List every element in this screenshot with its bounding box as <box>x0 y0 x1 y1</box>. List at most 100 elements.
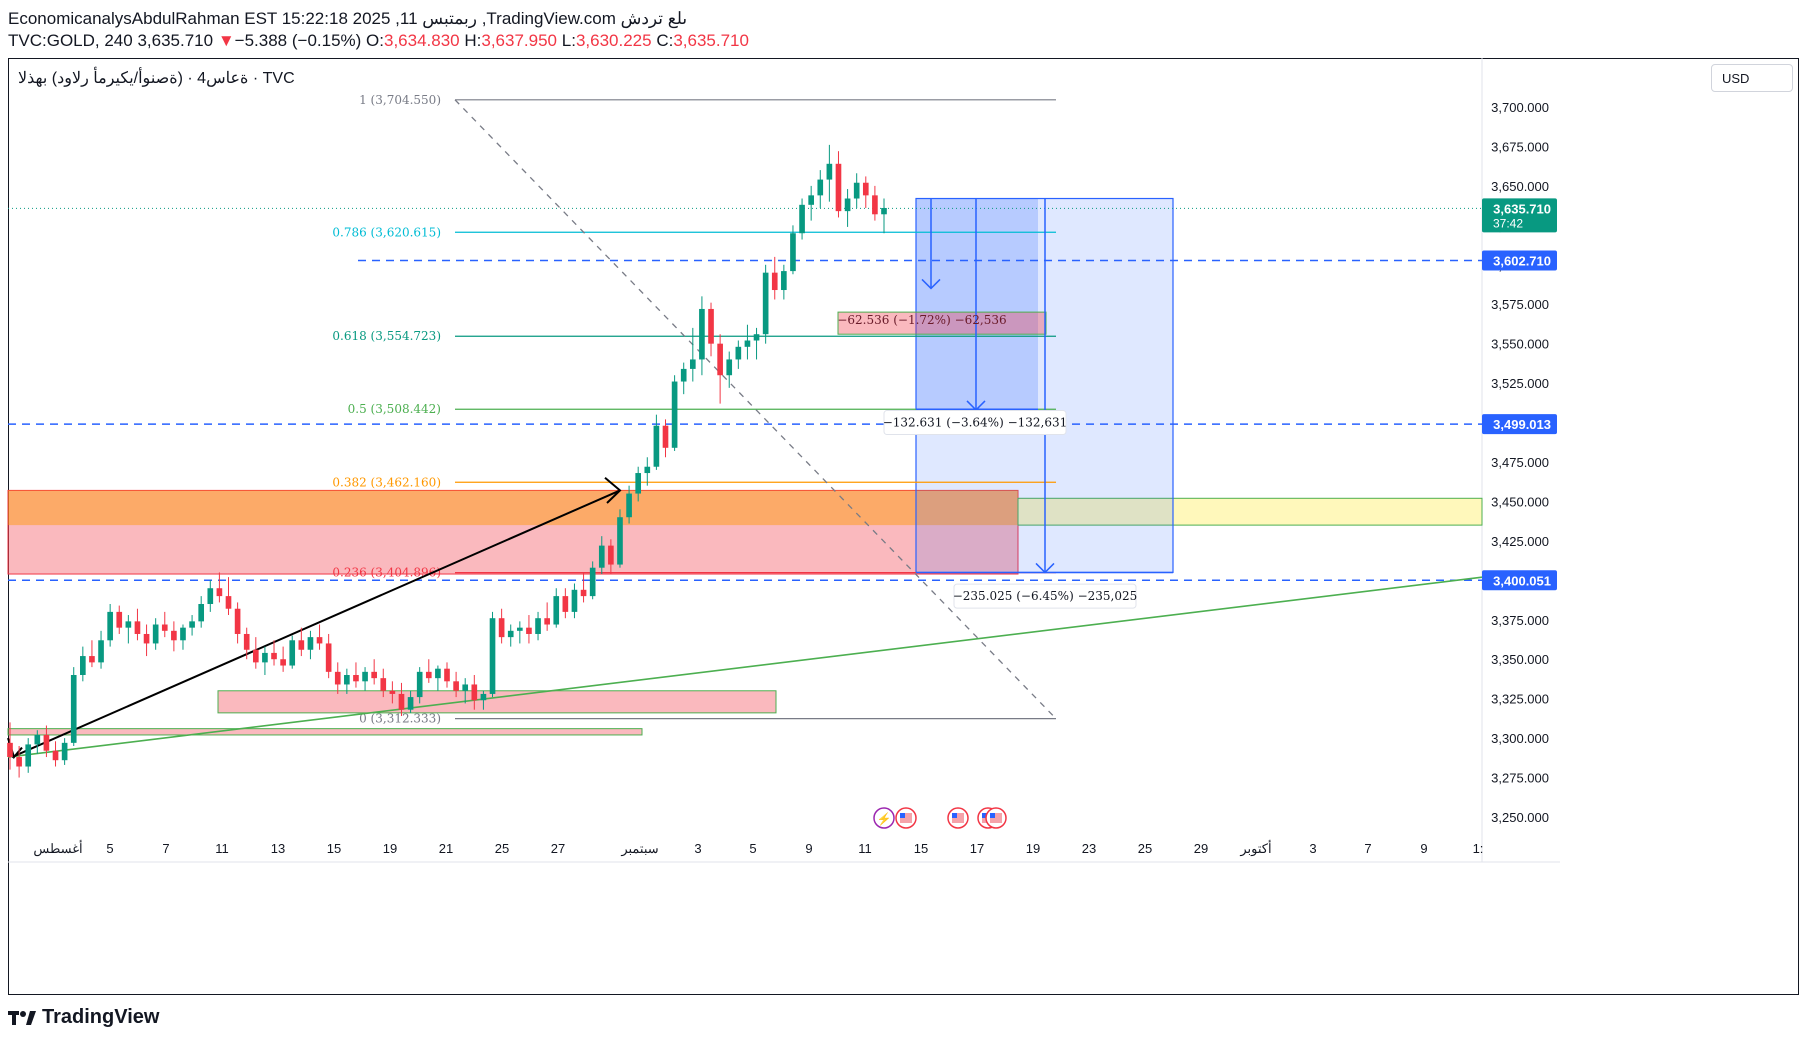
candle-body <box>334 671 341 685</box>
candle-body <box>708 308 714 344</box>
x-tick-label: 19 <box>1026 841 1040 856</box>
currency-label: USD <box>1722 70 1750 86</box>
candle-body <box>134 621 141 634</box>
x-tick-label: 3 <box>1309 841 1316 856</box>
low-value: 3,630.225 <box>575 31 652 50</box>
us-event-flag-icon <box>895 807 917 829</box>
y-tick-label: 3,250.000 <box>1491 810 1549 825</box>
measure-arrowhead-icon <box>921 278 941 290</box>
candle-body <box>89 656 95 663</box>
candle-body <box>353 675 359 682</box>
x-tick-label: 7 <box>162 841 169 856</box>
candle-body <box>471 684 478 701</box>
candle-body <box>562 596 569 612</box>
candle-body <box>243 633 250 650</box>
y-tick-label: 3,375.000 <box>1491 613 1549 628</box>
tradingview-logo: TradingView <box>8 1006 159 1029</box>
candle-body <box>216 588 223 597</box>
candle-body <box>171 630 177 641</box>
candle-body <box>225 596 232 609</box>
y-tick-label: 3,525.000 <box>1491 376 1549 391</box>
candle-body <box>444 668 450 682</box>
economic-event-icon <box>873 807 895 829</box>
candle-body <box>435 668 441 679</box>
candle-body <box>61 742 68 761</box>
y-tick-label: 3,675.000 <box>1491 139 1549 154</box>
y-tick-label: 3,325.000 <box>1491 692 1549 707</box>
us-event-flag-icon <box>947 807 969 829</box>
candle-body <box>462 684 469 691</box>
candle-body <box>407 697 414 710</box>
candle-body <box>480 693 487 701</box>
candle-body <box>626 493 632 518</box>
high-value: 3,637.950 <box>481 31 558 50</box>
candle-body <box>489 618 496 694</box>
us-event-flag-icon-fill <box>990 813 1002 823</box>
x-tick-label: 9 <box>1420 841 1427 856</box>
candle-body <box>398 693 405 710</box>
candle-body <box>571 589 578 612</box>
candle-body <box>70 675 77 743</box>
us-event-flag-icon-fill <box>952 813 964 823</box>
y-tick-label: 3,550.000 <box>1491 337 1549 352</box>
candle-body <box>553 596 560 625</box>
fib-label-0-382: 0.382 (3,462.160) <box>332 475 441 489</box>
candle-body <box>389 690 396 694</box>
candle-body <box>34 734 41 745</box>
y-tick-label: 3,275.000 <box>1491 771 1549 786</box>
candle-body <box>371 671 377 679</box>
fib-label-0: 0 (3,312.333) <box>359 712 441 726</box>
candle-body <box>143 633 150 644</box>
price-badge-countdown: 37:42 <box>1493 216 1523 230</box>
candle-body <box>325 643 332 672</box>
x-tick-label: سبتمبر <box>620 841 658 857</box>
tradingview-logo-icon <box>8 1010 36 1025</box>
candle-body <box>316 637 323 644</box>
price-badge-label: 3,602.710 <box>1493 254 1551 269</box>
candle-body <box>544 618 550 625</box>
trend-line <box>7 576 1483 758</box>
x-tick-label: 9 <box>805 841 812 856</box>
candle-body <box>207 588 214 604</box>
symbol-label: TVC:GOLD, 240 <box>8 31 133 50</box>
candle-body <box>790 233 796 272</box>
candle-body <box>152 624 159 644</box>
brand-name: TradingView <box>42 1006 160 1028</box>
candle-body <box>52 750 59 761</box>
candle-body <box>280 659 286 666</box>
us-event-flag-icon-fill <box>900 813 912 823</box>
candle-body <box>189 621 195 628</box>
candle-body <box>699 308 705 360</box>
fib-label-0-236: 0.236 (3,404.896) <box>332 566 441 580</box>
price-change: −5.388 (−0.15%) <box>234 31 362 50</box>
candle-body <box>161 624 168 631</box>
candle-body <box>762 272 769 335</box>
high-label: H: <box>464 31 482 50</box>
price-badge <box>1482 570 1557 591</box>
candle-body <box>753 334 760 341</box>
currency-button[interactable]: USD <box>1711 64 1793 92</box>
last-price: 3,635.710 <box>137 31 214 50</box>
y-tick-label: 3,350.000 <box>1491 652 1549 667</box>
candle-body <box>781 271 787 291</box>
candle-body <box>298 640 305 650</box>
x-tick-label: 15 <box>327 841 341 856</box>
y-tick-label: 3,450.000 <box>1491 494 1549 509</box>
x-tick-label: 11 <box>215 841 229 856</box>
candle-body <box>808 195 814 205</box>
projection-box-inner <box>916 198 1038 410</box>
candle-body <box>598 545 605 568</box>
ohlc-header: TVC:GOLD, 240 3,635.710 ▼−5.388 (−0.15%)… <box>8 31 749 51</box>
x-tick-label: أغسطس <box>33 840 82 857</box>
price-badge-label: 3,400.051 <box>1493 573 1551 588</box>
candle-body <box>271 652 277 660</box>
candle-body <box>862 182 869 196</box>
candle-body <box>125 621 132 628</box>
price-badge <box>1482 414 1557 435</box>
candle-body <box>689 359 696 369</box>
candle-body <box>344 675 350 685</box>
snapshot-title: EconomicanalysAbdulRahman EST 15:22:18 2… <box>8 9 688 28</box>
x-tick-label: 19 <box>383 841 397 856</box>
candle-body <box>589 567 596 597</box>
